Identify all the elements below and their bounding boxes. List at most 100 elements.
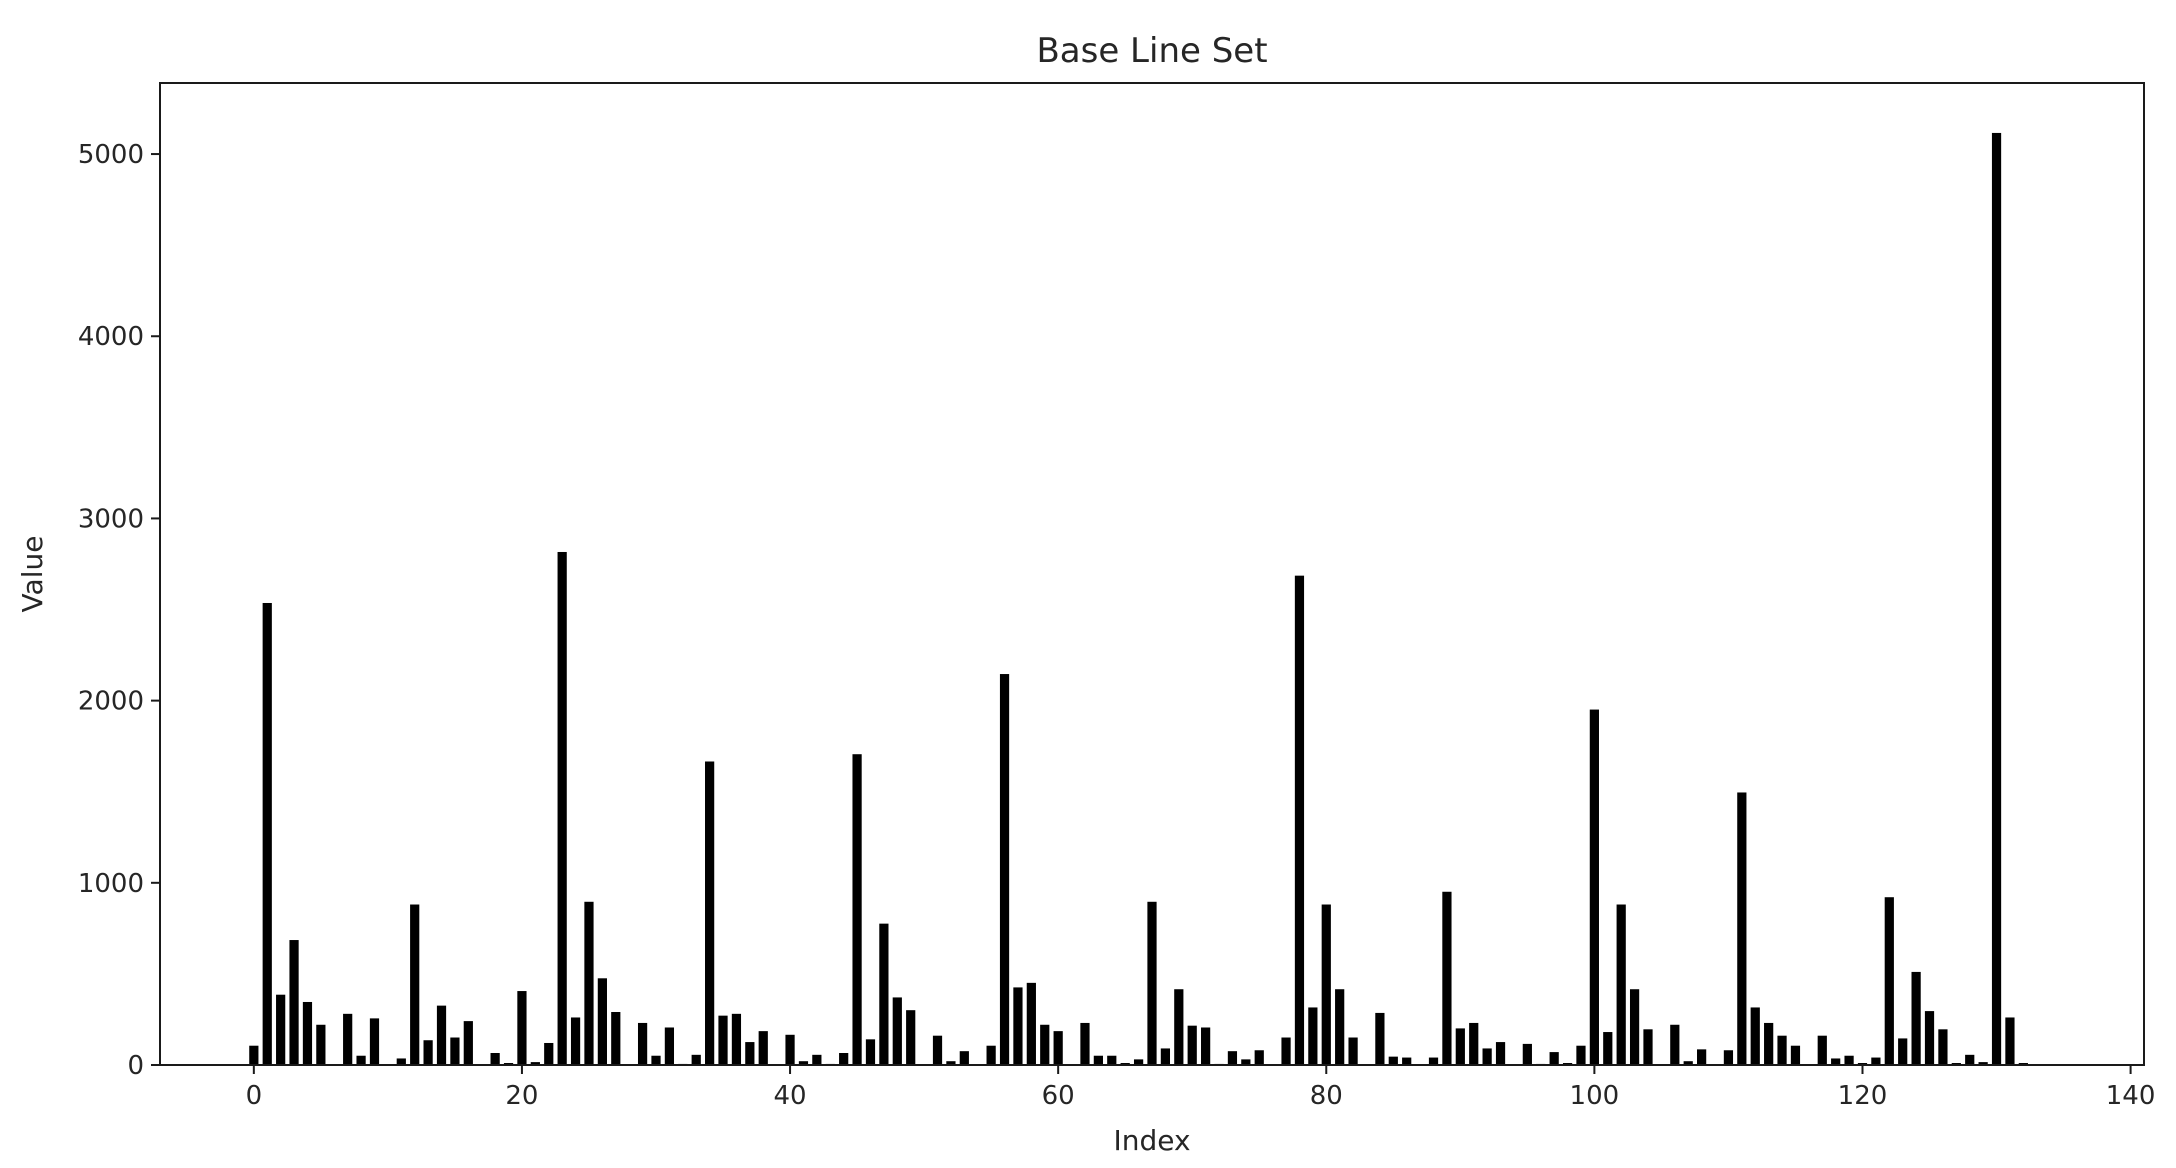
bar-64 <box>1105 1054 1118 1066</box>
y-tick-label-3000: 3000 <box>78 504 144 534</box>
bar-36 <box>730 1012 743 1066</box>
bar-113 <box>1762 1021 1775 1066</box>
y-axis: 0 1000 2000 3000 4000 5000 <box>78 140 160 1081</box>
bar-51 <box>931 1034 944 1066</box>
bar-69 <box>1172 987 1185 1066</box>
bar-102 <box>1615 903 1628 1066</box>
x-axis: 0 20 40 60 80 100 120 140 <box>246 1065 2156 1111</box>
bar-80 <box>1320 903 1333 1066</box>
bar-122 <box>1883 895 1896 1066</box>
bar-78 <box>1293 574 1306 1066</box>
bar-11 <box>395 1056 408 1066</box>
bar-57 <box>1011 985 1025 1066</box>
bar-22 <box>542 1041 555 1066</box>
bar-79 <box>1306 1005 1319 1066</box>
y-tick-label-4000: 4000 <box>78 322 144 352</box>
bar-38 <box>757 1029 770 1066</box>
bar-20 <box>515 989 529 1066</box>
plot-frame <box>159 82 2145 1066</box>
y-tick-label-1000: 1000 <box>78 869 144 899</box>
bar-42 <box>810 1053 823 1066</box>
x-tick-label-120: 120 <box>1838 1081 1888 1111</box>
bar-4 <box>301 1000 314 1066</box>
bar-60 <box>1052 1029 1065 1066</box>
bar-49 <box>904 1008 917 1066</box>
bar-111 <box>1735 790 1748 1066</box>
bar-48 <box>891 995 904 1066</box>
x-tick-label-20: 20 <box>505 1081 538 1111</box>
bar-12 <box>408 903 421 1066</box>
bar-92 <box>1481 1046 1494 1066</box>
bar-44 <box>837 1051 850 1066</box>
y-tick-label-5000: 5000 <box>78 140 144 170</box>
bar-26 <box>596 976 609 1066</box>
y-tick-label-2000: 2000 <box>78 687 144 717</box>
bar-117 <box>1816 1034 1829 1066</box>
bar-81 <box>1333 987 1346 1066</box>
bar-99 <box>1574 1044 1588 1066</box>
bar-128 <box>1963 1053 1976 1066</box>
bar-126 <box>1936 1027 1950 1066</box>
bar-95 <box>1521 1042 1534 1066</box>
bar-119 <box>1842 1054 1856 1066</box>
y-tick-label-0: 0 <box>127 1051 144 1081</box>
bar-46 <box>864 1037 877 1066</box>
bar-108 <box>1695 1047 1708 1066</box>
bar-103 <box>1628 987 1641 1066</box>
bar-110 <box>1722 1048 1735 1066</box>
bar-5 <box>314 1023 327 1066</box>
bar-59 <box>1038 1023 1051 1066</box>
bar-40 <box>783 1033 797 1066</box>
bar-16 <box>462 1019 475 1066</box>
x-tick-label-60: 60 <box>1042 1081 1075 1111</box>
bar-88 <box>1427 1056 1440 1066</box>
x-axis-label: Index <box>1113 1124 1190 1157</box>
bar-8 <box>354 1054 368 1066</box>
bar-15 <box>448 1036 462 1066</box>
bar-73 <box>1226 1049 1239 1066</box>
bar-25 <box>582 900 596 1066</box>
bar-114 <box>1775 1034 1789 1066</box>
bar-56 <box>998 672 1011 1066</box>
bar-121 <box>1869 1056 1883 1066</box>
bar-18 <box>489 1051 502 1066</box>
bar-7 <box>341 1012 354 1066</box>
bar-29 <box>636 1021 649 1066</box>
x-tick-label-0: 0 <box>246 1081 263 1111</box>
bar-97 <box>1548 1050 1561 1066</box>
bar-63 <box>1092 1054 1105 1066</box>
bar-9 <box>368 1016 381 1066</box>
bar-101 <box>1601 1030 1614 1066</box>
bar-58 <box>1025 981 1038 1066</box>
bar-90 <box>1454 1026 1467 1066</box>
bar-23 <box>556 550 569 1066</box>
bar-31 <box>663 1025 676 1066</box>
bar-53 <box>958 1049 971 1066</box>
bar-70 <box>1186 1024 1199 1066</box>
bar-13 <box>422 1038 435 1066</box>
bar-24 <box>569 1015 582 1066</box>
bar-68 <box>1159 1046 1172 1066</box>
bar-55 <box>985 1044 998 1066</box>
bar-47 <box>877 922 891 1066</box>
bar-1 <box>261 601 274 1066</box>
x-tick-label-140: 140 <box>2106 1081 2156 1111</box>
x-tick-label-100: 100 <box>1570 1081 1620 1111</box>
chart-title: Base Line Set <box>1036 31 1267 71</box>
bar-100 <box>1588 708 1601 1066</box>
bar-84 <box>1373 1011 1387 1066</box>
bar-106 <box>1668 1023 1681 1066</box>
x-tick-label-80: 80 <box>1310 1081 1343 1111</box>
bar-91 <box>1467 1021 1480 1066</box>
bar-131 <box>2003 1015 2017 1066</box>
bar-33 <box>690 1053 703 1066</box>
bar-104 <box>1641 1027 1655 1066</box>
bar-118 <box>1829 1056 1842 1066</box>
bar-14 <box>435 1004 448 1066</box>
bar-123 <box>1896 1036 1909 1066</box>
bar-77 <box>1279 1036 1293 1066</box>
bars-group <box>247 131 2030 1066</box>
bar-75 <box>1253 1048 1266 1066</box>
bar-93 <box>1494 1040 1507 1066</box>
bar-45 <box>850 752 864 1066</box>
